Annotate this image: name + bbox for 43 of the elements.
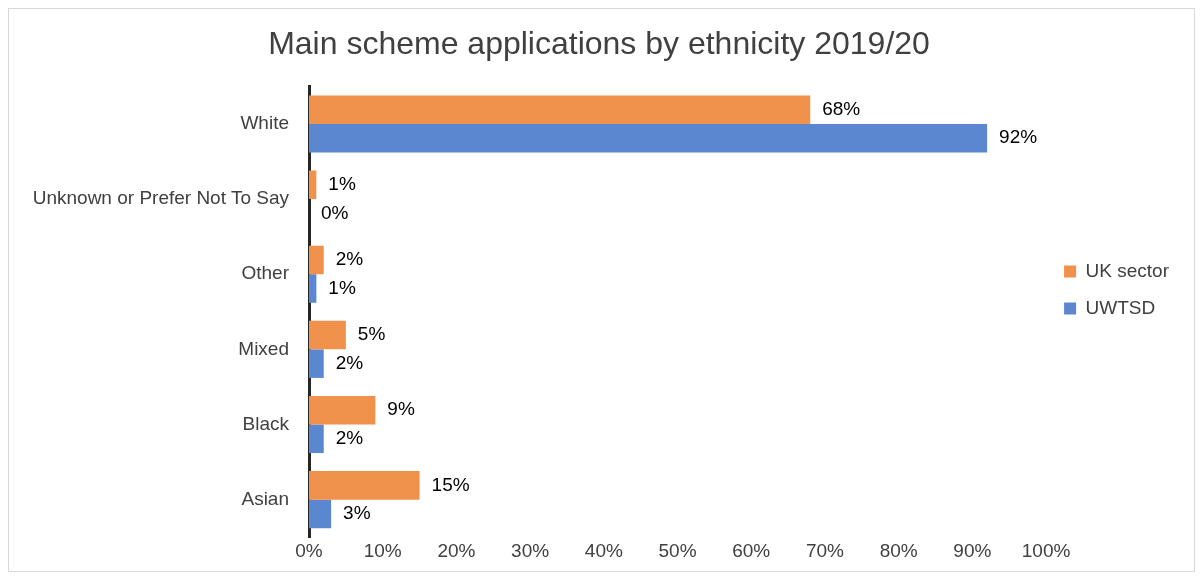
x-tick-label: 60% [732,539,771,561]
x-tick-label: 40% [584,539,623,561]
data-label: 0% [321,201,349,223]
data-label: 5% [357,323,386,345]
data-label: 2% [335,248,364,270]
bar [309,499,332,529]
bar [309,349,324,378]
data-label: 15% [431,473,470,495]
bar [309,320,346,350]
bar [309,95,811,124]
bar [309,424,324,454]
chart-title: Main scheme applications by ethnicity 2019/20 [268,25,930,62]
data-label: 9% [387,398,415,420]
y-tick-label: Black [242,412,290,434]
bar [309,274,317,303]
data-label: 2% [335,427,364,449]
data-label: 1% [328,173,356,195]
y-tick-label: Other [241,262,290,284]
y-tick-label: Asian [241,487,289,509]
bar [309,170,317,200]
x-tick-label: 80% [879,539,918,561]
data-label: 68% [822,97,861,119]
x-tick-label: 30% [511,539,550,561]
data-label: 92% [999,126,1038,148]
bar [309,245,324,275]
bar [309,395,376,425]
x-tick-label: 70% [805,539,845,561]
data-label: 3% [343,502,371,524]
y-tick-label: Unknown or Prefer Not To Say [32,187,290,209]
x-tick-label: 10% [363,539,402,561]
bar [309,471,420,500]
legend-label: UK sector [1085,259,1170,281]
x-tick-label: 100% [1021,539,1071,561]
x-tick-label: 50% [658,539,697,561]
legend-label: UWTSD [1085,296,1156,318]
x-tick-label: 0% [295,539,323,561]
x-tick-label: 20% [437,539,476,561]
x-tick-label: 90% [953,539,992,561]
y-tick-label: Mixed [238,337,289,359]
bar [309,123,988,153]
data-label: 2% [335,351,364,373]
y-tick-label: White [240,112,289,134]
data-label: 1% [328,276,356,298]
